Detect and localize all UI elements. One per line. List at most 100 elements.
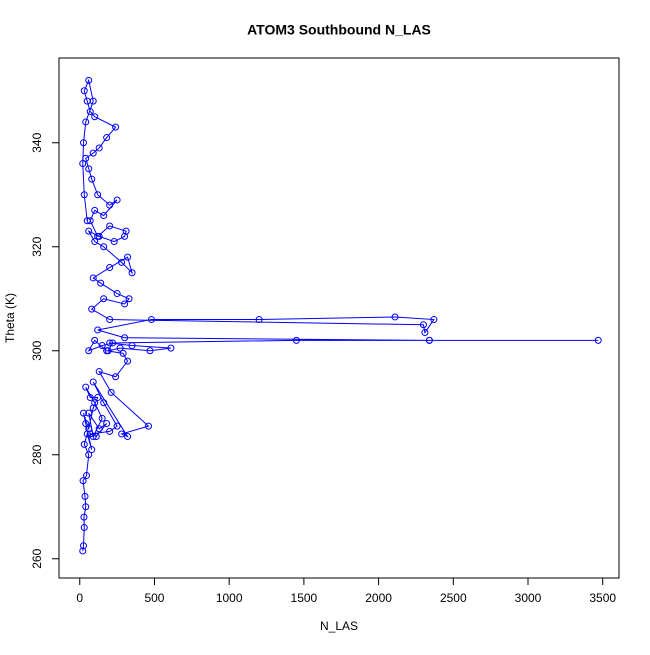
x-axis-label: N_LAS: [320, 619, 358, 633]
data-point: [118, 430, 126, 438]
data-point: [106, 264, 114, 272]
data-point: [91, 336, 99, 344]
y-tick-label: 300: [30, 340, 44, 360]
data-point: [89, 378, 97, 386]
data-point: [100, 399, 108, 407]
data-point: [85, 451, 93, 459]
data-point: [80, 191, 88, 199]
data-point: [255, 316, 263, 324]
data-point: [103, 420, 111, 428]
data-point: [79, 160, 87, 168]
data-point: [98, 342, 106, 350]
data-point: [83, 217, 91, 225]
data-point: [97, 279, 105, 287]
data-point: [86, 394, 94, 402]
data-point: [94, 191, 102, 199]
y-tick-label: 280: [30, 444, 44, 464]
data-point: [86, 217, 94, 225]
data-point: [112, 373, 120, 381]
data-point: [106, 427, 114, 435]
data-point: [88, 305, 96, 313]
data-point: [107, 388, 115, 396]
data-point: [144, 422, 152, 430]
data-point: [85, 347, 93, 355]
data-point: [147, 316, 155, 324]
data-point: [88, 446, 96, 454]
data-point: [80, 87, 88, 95]
data-point: [91, 399, 99, 407]
data-point: [80, 139, 88, 147]
data-point: [88, 175, 96, 183]
data-point: [125, 295, 133, 303]
data-line: [82, 78, 599, 552]
data-point: [119, 349, 127, 357]
data-point: [79, 477, 87, 485]
data-point: [421, 329, 429, 337]
data-point: [92, 433, 100, 441]
x-tick-label: 1500: [291, 591, 318, 605]
data-point: [85, 165, 93, 173]
data-point: [91, 206, 99, 214]
data-point: [118, 258, 126, 266]
data-point: [106, 222, 114, 230]
x-tick-label: 2500: [440, 591, 467, 605]
data-point: [94, 232, 102, 240]
data-point: [91, 238, 99, 246]
data-point: [113, 196, 121, 204]
data-point: [95, 425, 103, 433]
y-axis-label: Theta (K): [3, 293, 17, 343]
data-point: [81, 492, 89, 500]
data-point: [86, 430, 94, 438]
data-point: [89, 97, 97, 105]
x-tick-label: 500: [144, 591, 164, 605]
data-point: [80, 524, 88, 532]
data-point: [80, 542, 88, 550]
y-tick-label: 260: [30, 548, 44, 568]
data-point: [419, 321, 427, 329]
chart-title: ATOM3 Southbound N_LAS: [247, 22, 431, 38]
data-point: [112, 123, 120, 131]
data-point: [95, 144, 103, 152]
data-point: [79, 547, 87, 555]
data-point: [89, 149, 97, 157]
data-point: [100, 295, 108, 303]
data-point: [82, 472, 90, 480]
data-point: [85, 409, 93, 417]
x-tick-label: 0: [76, 591, 83, 605]
data-point: [91, 113, 99, 121]
data-point: [116, 344, 124, 352]
data-point: [425, 336, 433, 344]
data-point: [80, 440, 88, 448]
data-point: [121, 334, 129, 342]
data-point: [100, 212, 108, 220]
x-tick-label: 3000: [515, 591, 542, 605]
data-point: [82, 503, 90, 511]
data-point: [98, 414, 106, 422]
data-point: [109, 339, 117, 347]
data-point: [104, 347, 112, 355]
data-point: [106, 339, 114, 347]
plot-frame: [58, 57, 620, 579]
data-point: [103, 134, 111, 142]
data-point: [80, 513, 88, 521]
y-tick-label: 320: [30, 236, 44, 256]
y-tick-label: 340: [30, 132, 44, 152]
x-tick-label: 3500: [589, 591, 616, 605]
data-point: [122, 227, 130, 235]
data-point: [94, 394, 102, 402]
data-point: [85, 76, 93, 84]
data-point: [80, 409, 88, 417]
data-point: [391, 313, 399, 321]
data-point: [110, 238, 118, 246]
data-point: [594, 336, 602, 344]
data-point: [106, 201, 114, 209]
data-point: [94, 326, 102, 334]
data-point: [85, 227, 93, 235]
data-point: [128, 342, 136, 350]
data-point: [121, 300, 129, 308]
data-point: [89, 274, 97, 282]
data-point: [292, 336, 300, 344]
data-point: [82, 420, 90, 428]
